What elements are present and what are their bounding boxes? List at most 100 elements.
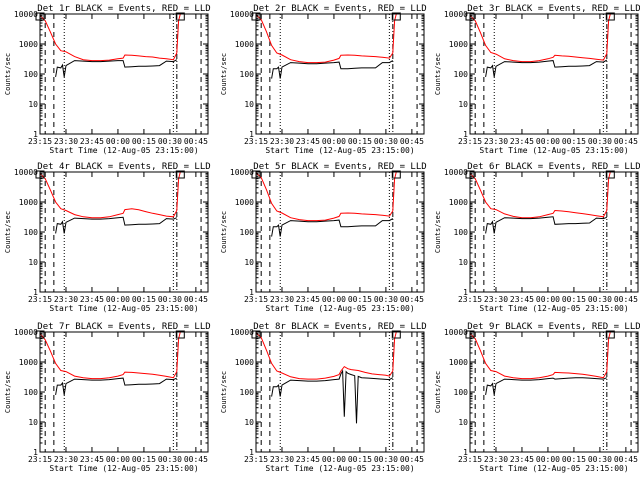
- y-tick-label: 10000: [444, 168, 468, 177]
- y-tick-label: 1000: [235, 40, 254, 49]
- x-tick-label: 00:45: [184, 455, 208, 464]
- y-tick-label: 100: [240, 388, 255, 397]
- y-axis-label: Counts/sec: [4, 211, 12, 253]
- x-tick-label: 00:15: [562, 295, 586, 304]
- y-tick-label: 1: [463, 288, 468, 297]
- x-tick-label: 23:45: [296, 455, 320, 464]
- y-tick-label: 10000: [14, 168, 38, 177]
- y-axis-label: Counts/sec: [434, 211, 442, 253]
- x-tick-label: 23:30: [484, 295, 508, 304]
- y-tick-label: 1: [463, 448, 468, 457]
- x-tick-label: 23:30: [54, 137, 78, 146]
- x-tick-label: 00:30: [588, 137, 612, 146]
- x-tick-label: 23:45: [296, 137, 320, 146]
- x-axis-label: Start Time (12-Aug-05 23:15:00): [479, 304, 628, 313]
- x-tick-label: 00:00: [536, 455, 560, 464]
- x-tick-label: 23:15: [458, 455, 482, 464]
- events-series-line: [485, 377, 607, 395]
- x-tick-label: 23:15: [28, 455, 52, 464]
- panel-title: Det 5r BLACK = Events, RED = LLD: [253, 162, 426, 172]
- detector-panel-3: Det 3r BLACK = Events, RED = LLD 1 10 100 10…: [434, 4, 640, 155]
- lld-series-line: [469, 331, 611, 380]
- y-axis-label: Counts/sec: [220, 211, 228, 253]
- x-tick-label: 23:45: [80, 137, 104, 146]
- x-tick-label: 23:15: [244, 137, 268, 146]
- x-tick-label: 00:45: [614, 137, 638, 146]
- y-tick-label: 1000: [449, 358, 468, 367]
- events-series-line: [55, 377, 178, 395]
- x-tick-label: 00:45: [400, 455, 424, 464]
- x-tick-label: 23:15: [244, 295, 268, 304]
- y-tick-label: 1000: [449, 198, 468, 207]
- y-tick-label: 10: [244, 418, 254, 427]
- x-tick-label: 23:15: [28, 137, 52, 146]
- y-tick-label: 10: [28, 100, 38, 109]
- boundary-box-marker: [175, 330, 185, 339]
- x-tick-label: 23:30: [484, 455, 508, 464]
- y-tick-label: 1: [249, 448, 254, 457]
- events-series-line: [271, 218, 394, 237]
- y-tick-label: 1: [33, 288, 38, 297]
- x-tick-label: 00:15: [562, 455, 586, 464]
- x-tick-label: 00:15: [348, 137, 372, 146]
- x-tick-label: 00:45: [184, 137, 208, 146]
- boundary-box-marker: [605, 170, 615, 179]
- y-tick-label: 10000: [230, 10, 254, 19]
- x-tick-label: 00:00: [536, 295, 560, 304]
- y-tick-label: 100: [454, 388, 469, 397]
- panel-title: Det 2r BLACK = Events, RED = LLD: [253, 4, 426, 14]
- x-axis-label: Start Time (12-Aug-05 23:15:00): [49, 304, 198, 313]
- y-tick-label: 1000: [449, 40, 468, 49]
- x-tick-label: 00:45: [184, 295, 208, 304]
- y-tick-label: 1000: [19, 198, 38, 207]
- y-axis-label: Counts/sec: [434, 371, 442, 413]
- x-axis-label: Start Time (12-Aug-05 23:15:00): [265, 304, 414, 313]
- plot-frame: [469, 171, 639, 293]
- x-tick-label: 00:45: [400, 137, 424, 146]
- y-axis-label: Counts/sec: [434, 53, 442, 95]
- x-tick-label: 00:15: [132, 455, 156, 464]
- x-tick-label: 00:30: [374, 137, 398, 146]
- panel-title: Det 6r BLACK = Events, RED = LLD: [467, 162, 640, 172]
- events-series-line: [55, 216, 177, 234]
- detector-panel-1: Det 1r BLACK = Events, RED = LLD 1 10 100 10…: [4, 4, 211, 155]
- x-tick-label: 00:00: [106, 137, 130, 146]
- x-tick-label: 00:00: [322, 137, 346, 146]
- y-tick-label: 10: [458, 258, 468, 267]
- x-tick-label: 23:45: [80, 295, 104, 304]
- panel-title: Det 1r BLACK = Events, RED = LLD: [37, 4, 210, 14]
- boundary-box-marker: [391, 330, 401, 339]
- y-tick-label: 10: [28, 258, 38, 267]
- panel-title: Det 4r BLACK = Events, RED = LLD: [37, 162, 210, 172]
- y-tick-label: 1000: [235, 198, 254, 207]
- panel-title: Det 7r BLACK = Events, RED = LLD: [37, 322, 210, 332]
- x-tick-label: 00:45: [614, 295, 638, 304]
- x-tick-label: 00:30: [374, 455, 398, 464]
- y-tick-label: 1: [33, 448, 38, 457]
- x-tick-label: 23:45: [510, 137, 534, 146]
- x-tick-label: 00:00: [536, 137, 560, 146]
- lld-series-line: [255, 171, 397, 222]
- panel-title: Det 9r BLACK = Events, RED = LLD: [467, 322, 640, 332]
- y-tick-label: 1: [33, 130, 38, 139]
- x-tick-label: 00:00: [106, 455, 130, 464]
- plot-frame: [39, 331, 209, 453]
- lld-series-line: [255, 13, 397, 64]
- x-tick-label: 00:00: [322, 455, 346, 464]
- lld-series-line: [39, 171, 181, 219]
- panel-title: Det 8r BLACK = Events, RED = LLD: [253, 322, 426, 332]
- y-tick-label: 100: [454, 228, 469, 237]
- x-tick-label: 23:45: [510, 295, 534, 304]
- x-tick-label: 00:30: [158, 455, 182, 464]
- y-tick-label: 10: [458, 418, 468, 427]
- y-tick-label: 100: [24, 228, 39, 237]
- detector-panel-9: Det 9r BLACK = Events, RED = LLD 1 10 100 10…: [434, 322, 640, 473]
- y-tick-label: 1: [249, 288, 254, 297]
- x-tick-label: 23:15: [244, 455, 268, 464]
- x-tick-label: 00:45: [614, 455, 638, 464]
- y-tick-label: 1: [249, 130, 254, 139]
- detector-panel-7: Det 7r BLACK = Events, RED = LLD 1 10 100 10…: [4, 322, 211, 473]
- x-tick-label: 00:15: [348, 295, 372, 304]
- y-tick-label: 1000: [19, 358, 38, 367]
